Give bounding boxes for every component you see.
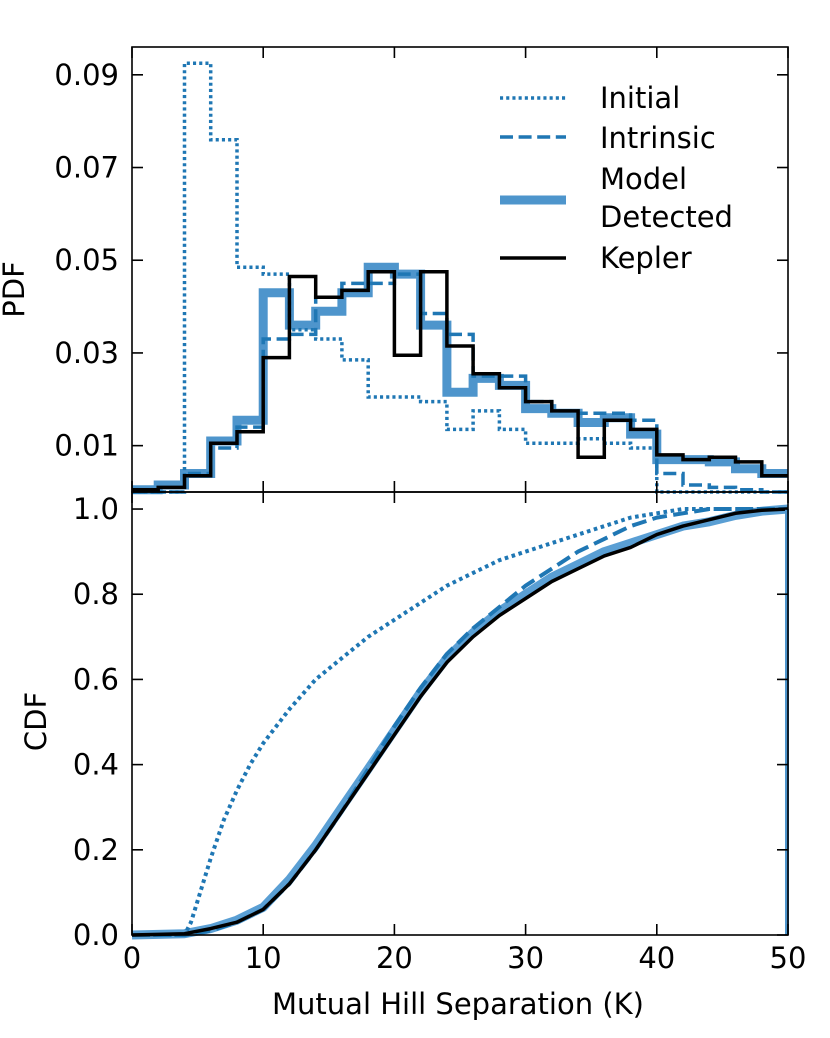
cdf-series-initial — [132, 507, 788, 937]
cdf-series-intrinsic — [132, 507, 788, 937]
cdf-y-tick-label: 0.6 — [73, 662, 119, 696]
pdf-series-model-detected — [132, 262, 788, 495]
x-axis-label: Mutual Hill Separation (K) — [272, 987, 644, 1021]
x-tick-label: 50 — [770, 941, 807, 975]
cdf-series-kepler — [131, 507, 789, 937]
pdf-series-initial — [132, 61, 788, 494]
cdf-series-model-detected — [131, 504, 789, 940]
cdf-y-tick-label: 0.2 — [73, 833, 119, 867]
x-tick-label: 10 — [245, 941, 282, 975]
x-tick-label: 40 — [638, 941, 675, 975]
pdf-y-tick-label: 0.01 — [54, 429, 119, 463]
cdf-y-tick-label: 0.4 — [73, 748, 119, 782]
cdf-series-lines — [131, 504, 789, 940]
pdf-panel: Initial Intrinsic Model Detected Kepler 0.01… — [0, 46, 789, 495]
x-tick-label: 0 — [123, 941, 141, 975]
cdf-axes-frame — [131, 491, 789, 936]
pdf-y-tick-label: 0.07 — [54, 151, 119, 185]
pdf-series-lines — [132, 61, 788, 495]
cdf-y-tick-label: 0.8 — [73, 577, 119, 611]
cdf-y-tick-label: 1.0 — [73, 492, 119, 526]
pdf-y-tick-label: 0.05 — [54, 243, 119, 277]
x-tick-label: 30 — [507, 941, 544, 975]
cdf-y-axis-label: CDF — [19, 692, 53, 751]
pdf-series-intrinsic — [132, 272, 788, 494]
legend-label-kepler: Kepler — [600, 241, 692, 275]
cdf-y-tick-label: 0.0 — [73, 918, 119, 952]
legend-label-initial: Initial — [600, 81, 680, 115]
legend-label-model-detected: Model — [600, 162, 687, 196]
pdf-y-axis-label: PDF — [0, 261, 31, 318]
legend: Initial Intrinsic Model Detected Kepler — [500, 81, 733, 275]
pdf-ticks: 0.01 0.03 0.05 0.07 0.09 — [54, 47, 789, 492]
pdf-series-kepler — [132, 270, 788, 492]
pdf-y-tick-label: 0.03 — [54, 336, 119, 370]
cdf-panel: 0 10 20 30 40 50 0.0 0.2 0.4 0.6 0.8 1.0 CDF Mutual… — [19, 491, 807, 1021]
legend-label-intrinsic: Intrinsic — [600, 121, 716, 155]
legend-label-model-detected: Detected — [600, 200, 733, 234]
pdf-y-tick-label: 0.09 — [54, 58, 119, 92]
x-tick-label: 20 — [376, 941, 413, 975]
cdf-ticks: 0 10 20 30 40 50 0.0 0.2 0.4 0.6 0.8 1.0 — [73, 492, 807, 975]
